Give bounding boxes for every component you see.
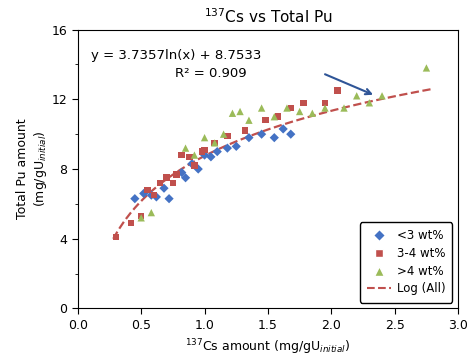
Point xyxy=(182,145,190,151)
Point xyxy=(201,152,209,158)
Point xyxy=(148,192,155,198)
Point xyxy=(270,135,278,141)
Point xyxy=(131,196,139,202)
Point xyxy=(378,93,386,99)
Point xyxy=(224,133,231,139)
Point xyxy=(228,110,236,116)
Point xyxy=(173,171,180,177)
Point xyxy=(262,117,269,123)
Point xyxy=(340,105,348,111)
Point xyxy=(321,105,329,111)
Point xyxy=(287,105,294,111)
Point xyxy=(150,192,158,198)
Point xyxy=(198,149,206,154)
Point xyxy=(274,114,282,120)
Point xyxy=(270,114,278,120)
Point xyxy=(279,126,287,132)
Point xyxy=(137,213,145,219)
Point xyxy=(144,187,152,193)
Point xyxy=(152,194,160,200)
Point xyxy=(245,117,253,123)
X-axis label: $^{137}$Cs amount (mg/gU$_{initial}$): $^{137}$Cs amount (mg/gU$_{initial}$) xyxy=(185,337,351,357)
Point xyxy=(300,100,307,106)
Point xyxy=(127,220,135,226)
Point xyxy=(201,135,209,141)
Point xyxy=(163,175,171,181)
Point xyxy=(220,131,228,137)
Point xyxy=(169,180,177,186)
Point xyxy=(423,65,430,71)
Point xyxy=(188,161,196,167)
Point xyxy=(309,110,316,116)
Text: y = 3.7357ln(x) + 8.7533: y = 3.7357ln(x) + 8.7533 xyxy=(92,49,262,62)
Point xyxy=(140,190,148,196)
Legend: <3 wt%, 3-4 wt%, >4 wt%, Log (All): <3 wt%, 3-4 wt%, >4 wt%, Log (All) xyxy=(360,222,452,302)
Point xyxy=(190,163,198,169)
Point xyxy=(190,152,198,158)
Point xyxy=(178,152,186,158)
Point xyxy=(296,108,304,114)
Point xyxy=(232,143,240,149)
Point xyxy=(178,170,186,175)
Point xyxy=(241,128,249,134)
Point xyxy=(186,154,193,160)
Point xyxy=(245,135,253,141)
Point xyxy=(334,88,342,94)
Point xyxy=(258,105,266,111)
Point xyxy=(211,140,218,146)
Point xyxy=(207,154,215,160)
Point xyxy=(258,131,266,137)
Point xyxy=(182,175,190,181)
Point xyxy=(236,108,244,114)
Point xyxy=(213,149,221,154)
Point xyxy=(321,100,329,106)
Point xyxy=(353,93,361,99)
Point xyxy=(366,100,373,106)
Point xyxy=(283,105,291,111)
Y-axis label: Total Pu amount
(mg/gU$_{initial}$): Total Pu amount (mg/gU$_{initial}$) xyxy=(17,119,49,219)
Point xyxy=(224,145,231,151)
Text: R² = 0.909: R² = 0.909 xyxy=(175,67,247,80)
Point xyxy=(194,166,202,172)
Point xyxy=(211,140,218,146)
Point xyxy=(165,196,173,202)
Title: $^{137}$Cs vs Total Pu: $^{137}$Cs vs Total Pu xyxy=(204,7,332,25)
Point xyxy=(160,185,168,191)
Point xyxy=(112,234,120,240)
Point xyxy=(137,215,145,221)
Point xyxy=(148,210,155,215)
Point xyxy=(201,147,209,153)
Point xyxy=(156,180,164,186)
Point xyxy=(287,131,294,137)
